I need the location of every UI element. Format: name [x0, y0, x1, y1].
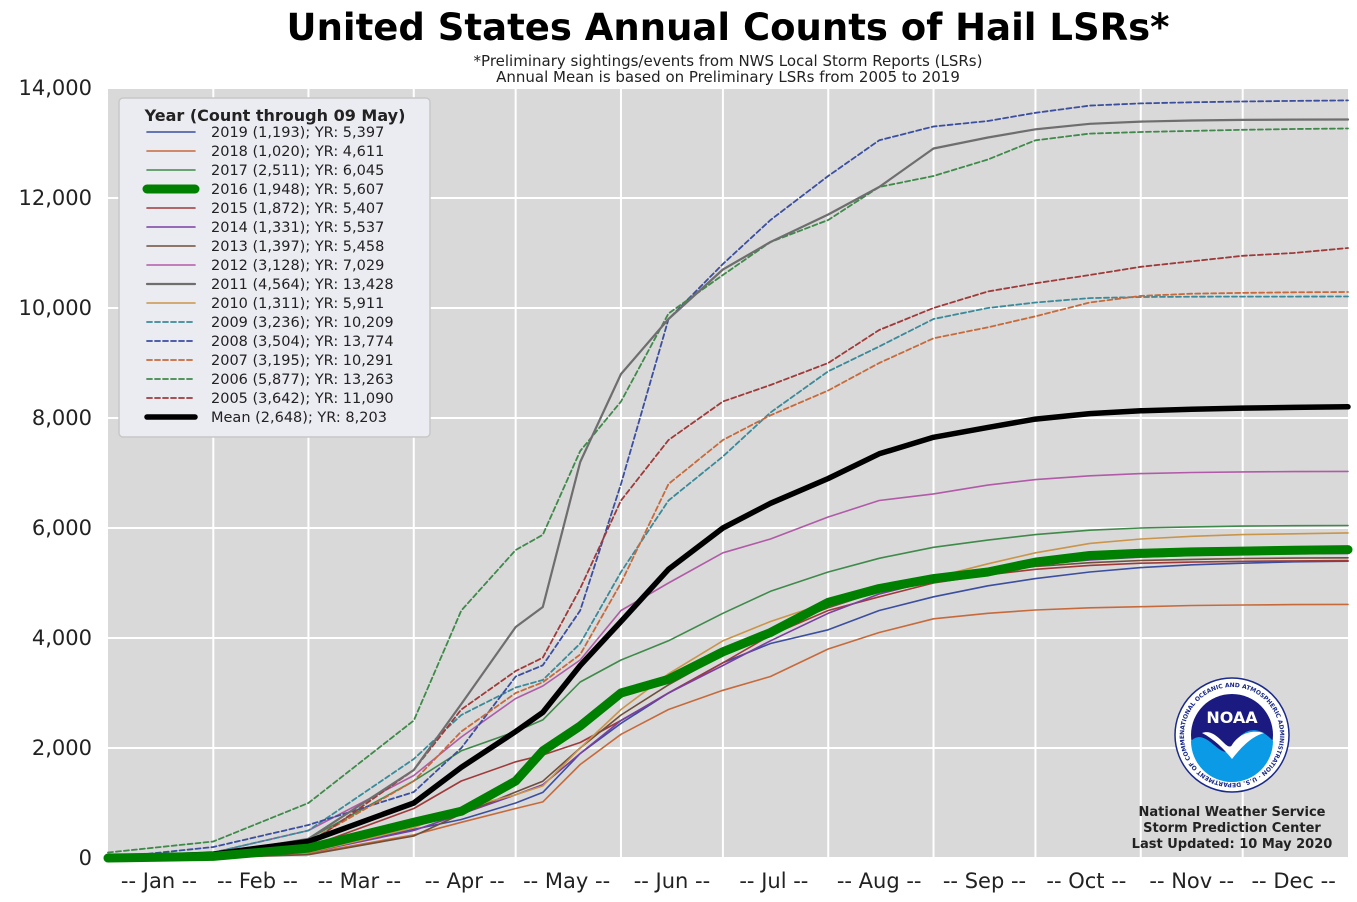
series-line: [106, 118, 1350, 860]
legend-label: 2018 (1,020); YR: 4,611: [211, 144, 384, 160]
credit-line-2: Storm Prediction Center: [1143, 821, 1321, 836]
credit-line-3: Last Updated: 10 May 2020: [1132, 837, 1333, 852]
legend-label: 2008 (3,504); YR: 13,774: [211, 334, 394, 350]
y-tick-label: 4,000: [32, 626, 92, 650]
x-axis-month-labels: -- Jan -- -- Feb -- -- Mar -- -- Apr -- -- M…: [121, 869, 1336, 893]
legend-box: [118, 97, 431, 438]
legend-label: Mean (2,648); YR: 8,203: [211, 410, 387, 426]
chart-subtitle-line-1: *Preliminary sightings/events from NWS L…: [474, 52, 983, 70]
x-tick-label: -- Jan --: [121, 869, 197, 893]
y-axis-ticks: 0 2,000 4,000 6,000 8,000 10,000 12,000 14,000: [19, 76, 92, 870]
legend-label: 2010 (1,311); YR: 5,911: [211, 296, 384, 312]
legend-label: 2016 (1,948); YR: 5,607: [211, 182, 384, 198]
y-tick-label: 10,000: [19, 296, 92, 320]
legend-items: 2019 (1,193); YR: 5,397 2018 (1,020); YR:…: [142, 125, 394, 426]
series-line: [107, 560, 1349, 859]
legend-label: 2009 (3,236); YR: 10,209: [211, 315, 394, 331]
series-lines: [103, 99, 1353, 863]
legend-label: 2005 (3,642); YR: 11,090: [211, 391, 394, 407]
y-tick-label: 0: [79, 846, 92, 870]
legend-title: Year (Count through 09 May): [144, 106, 406, 125]
legend-label: 2015 (1,872); YR: 5,407: [211, 201, 384, 217]
series-line: [107, 470, 1349, 859]
x-tick-label: -- Sep --: [943, 869, 1026, 893]
x-tick-label: -- Aug --: [837, 869, 922, 893]
series-line: [103, 545, 1353, 863]
x-tick-label: -- Dec --: [1251, 869, 1335, 893]
x-tick-label: -- Oct --: [1046, 869, 1126, 893]
y-tick-label: 6,000: [32, 516, 92, 540]
chart-subtitle-line-2: Annual Mean is based on Preliminary LSRs…: [496, 68, 960, 86]
legend-label: 2013 (1,397); YR: 5,458: [211, 239, 384, 255]
x-tick-label: -- May --: [523, 869, 610, 893]
x-tick-label: -- Mar --: [318, 869, 401, 893]
x-tick-label: -- Apr --: [425, 869, 505, 893]
series-line: [107, 524, 1349, 859]
noaa-logo: NATIONAL OCEANIC AND ATMOSPHERIC ADMINIS…: [1174, 677, 1290, 793]
y-tick-label: 2,000: [32, 736, 92, 760]
series-line: [107, 291, 1349, 859]
x-tick-label: -- Feb --: [217, 869, 298, 893]
y-tick-label: 8,000: [32, 406, 92, 430]
x-tick-label: -- Jul --: [739, 869, 808, 893]
legend-label: 2012 (3,128); YR: 7,029: [211, 258, 384, 274]
x-tick-label: -- Jun --: [634, 869, 710, 893]
credit-line-1: National Weather Service: [1139, 805, 1326, 820]
series-line: [107, 99, 1349, 859]
series-line: [105, 404, 1351, 861]
legend-label: 2011 (4,564); YR: 13,428: [211, 277, 394, 293]
y-tick-label: 14,000: [19, 76, 92, 100]
chart-title: United States Annual Counts of Hail LSRs…: [287, 6, 1170, 49]
x-tick-label: -- Nov --: [1149, 869, 1234, 893]
legend-label: 2017 (2,511); YR: 6,045: [211, 163, 384, 179]
legend-label: 2007 (3,195); YR: 10,291: [211, 353, 394, 369]
legend-label: 2014 (1,331); YR: 5,537: [211, 220, 384, 236]
legend-label: 2006 (5,877); YR: 13,263: [211, 372, 394, 388]
legend-label: 2019 (1,193); YR: 5,397: [211, 125, 384, 141]
legend: Year (Count through 09 May) 2019 (1,193)…: [118, 97, 431, 438]
y-tick-label: 12,000: [19, 186, 92, 210]
logo-wordmark: NOAA: [1206, 708, 1258, 727]
series-line: [107, 247, 1349, 859]
series-line: [107, 603, 1349, 859]
